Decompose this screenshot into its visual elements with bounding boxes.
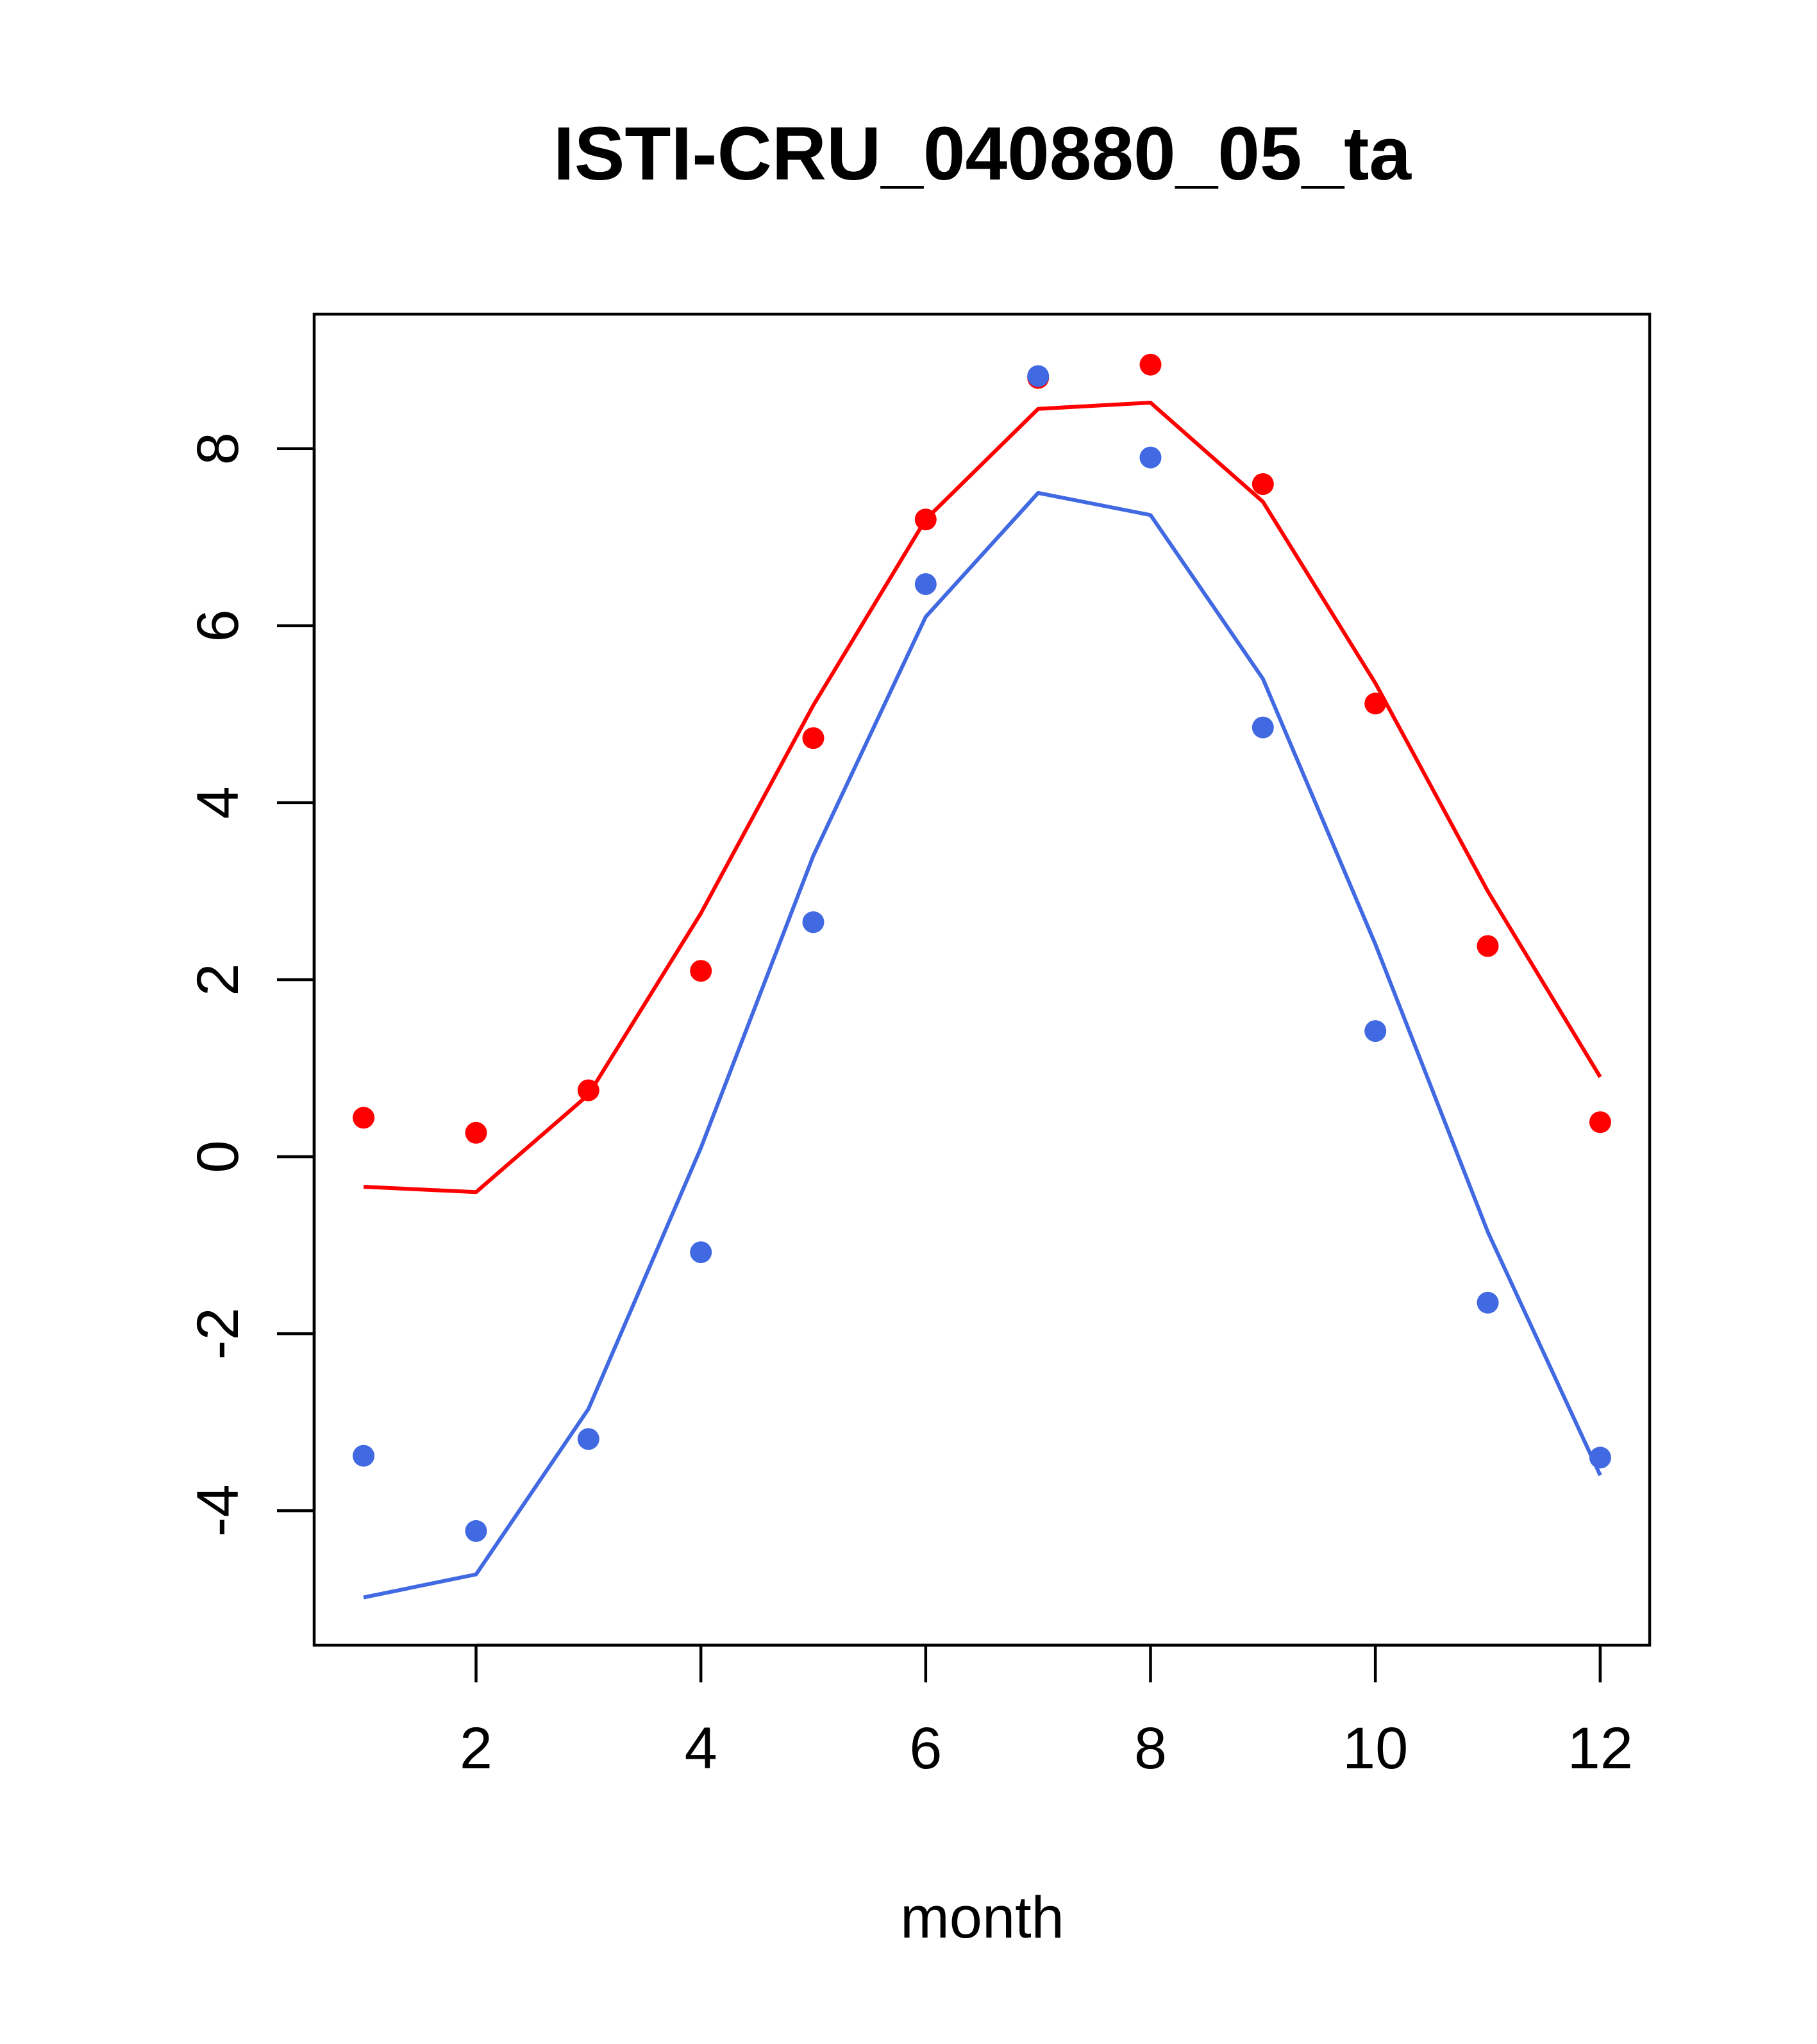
data-point — [1589, 1111, 1611, 1134]
x-tick-label: 2 — [460, 1716, 492, 1781]
data-point — [1252, 473, 1274, 495]
data-point — [914, 573, 937, 595]
y-tick-label: 4 — [185, 786, 251, 819]
data-point — [1589, 1446, 1611, 1469]
data-point — [577, 1079, 599, 1102]
chart-title: ISTI-CRU_040880_05_ta — [553, 112, 1412, 196]
y-tick-label: 6 — [185, 609, 251, 642]
series-line-1 — [363, 401, 1602, 1194]
data-point — [690, 960, 712, 982]
y-tick-label: -2 — [185, 1307, 251, 1360]
data-point — [914, 508, 937, 531]
y-tick-label: 8 — [185, 432, 251, 465]
data-point — [1139, 353, 1162, 376]
y-tick-label: 2 — [185, 963, 251, 996]
x-tick-label: 4 — [685, 1716, 717, 1781]
x-axis-label: month — [900, 1885, 1064, 1950]
data-point — [1027, 365, 1050, 387]
data-point — [465, 1121, 487, 1144]
data-point — [802, 911, 825, 934]
data-point — [1477, 935, 1499, 957]
series-layer — [353, 353, 1611, 1600]
data-point — [690, 1241, 712, 1264]
x-tick-label: 6 — [909, 1716, 942, 1781]
data-point — [577, 1428, 599, 1450]
x-axis: 2 4 6 8 10 12 — [460, 1643, 1633, 1781]
y-tick-label: 0 — [185, 1140, 251, 1173]
x-tick-label: 10 — [1343, 1716, 1408, 1781]
x-tick-label: 12 — [1568, 1716, 1633, 1781]
data-point — [1139, 446, 1162, 469]
data-point — [1477, 1291, 1499, 1314]
series-line-2 — [363, 490, 1602, 1600]
y-axis: -4 -2 0 2 4 6 8 — [185, 432, 316, 1537]
x-tick-label: 8 — [1134, 1716, 1167, 1781]
data-point — [465, 1520, 487, 1542]
data-point — [353, 1107, 375, 1129]
data-point — [1364, 1020, 1387, 1043]
data-point — [1252, 716, 1274, 739]
data-point — [1364, 692, 1387, 715]
y-tick-label: -4 — [185, 1484, 251, 1537]
data-point — [802, 727, 825, 750]
data-point — [353, 1445, 375, 1467]
